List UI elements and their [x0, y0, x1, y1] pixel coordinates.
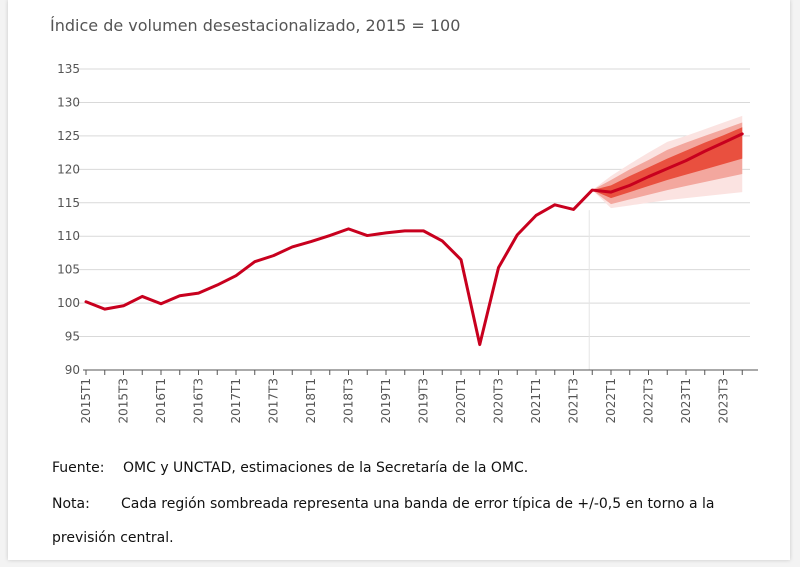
x-tick-label-2020T1: 2020T1 [454, 378, 468, 424]
y-tick-label-100: 100 [57, 296, 80, 310]
y-tick-label-130: 130 [57, 95, 80, 109]
chart-card: Índice de volumen desestacionalizado, 20… [8, 0, 790, 560]
y-tick-label-115: 115 [57, 196, 80, 210]
y-tick-label-95: 95 [65, 330, 80, 344]
x-tick-label-2017T3: 2017T3 [267, 378, 281, 424]
x-tick-label-2020T3: 2020T3 [492, 378, 506, 424]
x-tick-label-2019T3: 2019T3 [417, 378, 431, 424]
note-text-line-2: previsión central. [52, 530, 174, 546]
x-tick-label-2017T1: 2017T1 [229, 378, 243, 424]
volume-index-line [84, 132, 744, 347]
x-tick-label-2015T1: 2015T1 [79, 378, 93, 424]
x-tick-label-2015T3: 2015T3 [117, 378, 131, 424]
source-note: Fuente: OMC y UNCTAD, estimaciones de la … [52, 460, 528, 476]
source-text: OMC y UNCTAD, estimaciones de la Secreta… [123, 460, 529, 476]
x-tick-label-2016T1: 2016T1 [154, 378, 168, 424]
grid-lines [77, 68, 750, 338]
y-tick-label-135: 135 [57, 62, 80, 76]
note-label: Nota: [52, 496, 90, 512]
x-axis-ticks [85, 370, 743, 375]
y-tick-label-105: 105 [57, 263, 80, 277]
y-tick-label-125: 125 [57, 129, 80, 143]
y-tick-label-90: 90 [65, 363, 80, 377]
x-tick-label-2022T3: 2022T3 [642, 378, 656, 424]
x-tick-label-2019T1: 2019T1 [379, 378, 393, 424]
x-tick-label-2021T3: 2021T3 [567, 378, 581, 424]
x-tick-label-2023T3: 2023T3 [717, 378, 731, 424]
forecast-bands [592, 115, 743, 209]
x-tick-label-2021T1: 2021T1 [529, 378, 543, 424]
x-tick-label-2016T3: 2016T3 [192, 378, 206, 424]
y-tick-label-120: 120 [57, 162, 80, 176]
source-label: Fuente: [52, 460, 105, 476]
explanatory-note-continued: previsión central. [52, 530, 174, 546]
x-tick-label-2023T1: 2023T1 [679, 378, 693, 424]
x-tick-label-2018T1: 2018T1 [304, 378, 318, 424]
x-axis-labels: 2015T1 2015T3 2016T1 2016T3 2017T1 2017T3 2018… [79, 378, 731, 424]
note-text-line-1: Cada región sombreada representa una ban… [121, 496, 715, 512]
y-tick-label-110: 110 [57, 229, 80, 243]
x-tick-label-2018T3: 2018T3 [342, 378, 356, 424]
forecast-band-3 [592, 127, 743, 199]
explanatory-note: Nota: Cada región sombreada representa un… [52, 496, 715, 512]
chart-title: Índice de volumen desestacionalizado, 20… [50, 16, 461, 35]
y-axis-labels: 90 95 100 105 110 115 120 125 130 135 [57, 62, 80, 377]
x-tick-label-2022T1: 2022T1 [604, 378, 618, 424]
